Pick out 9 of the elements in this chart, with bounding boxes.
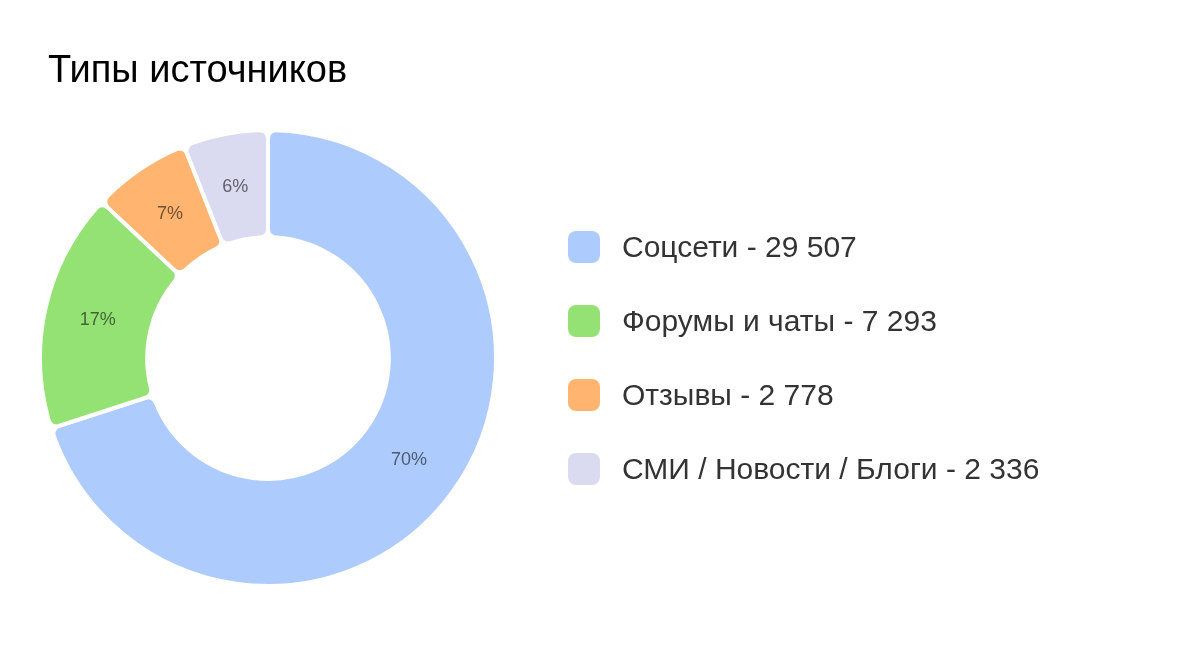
legend-label: Форумы и чаты - 7 293: [622, 304, 937, 338]
legend-label: СМИ / Новости / Блоги - 2 336: [622, 452, 1040, 486]
chart-title: Типы источников: [47, 47, 349, 92]
data-label: 70%: [391, 449, 428, 470]
data-label: 7%: [156, 202, 183, 223]
data-label: 6%: [222, 175, 249, 196]
legend-label: Соцсети - 29 507: [622, 230, 857, 264]
legend-label: Отзывы - 2 778: [622, 378, 834, 412]
data-label: 17%: [79, 308, 116, 329]
